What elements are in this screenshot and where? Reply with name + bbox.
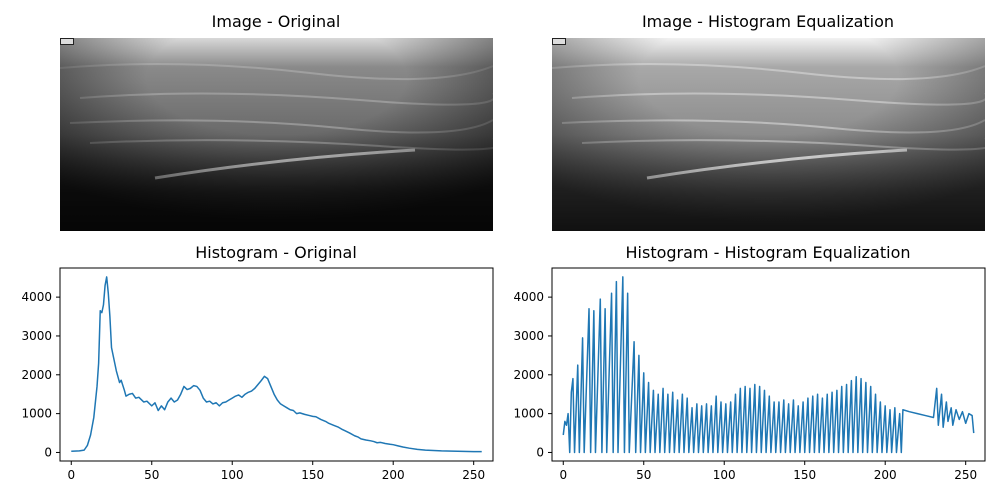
histogram-equalized-chart: 0 50 100 150 200 250 0 1000 2000 3000 4000 <box>513 267 986 482</box>
x-tick-label: 200 <box>382 468 405 482</box>
x-tick-label: 250 <box>954 468 977 482</box>
ultrasound-original-svg <box>60 38 493 231</box>
y-tick-label: 3000 <box>513 329 544 343</box>
x-tick-label: 200 <box>874 468 897 482</box>
title-image-equalized: Image - Histogram Equalization <box>641 12 895 31</box>
ultrasound-equalized-svg <box>552 38 985 231</box>
title-hist-equalized: Histogram - Histogram Equalization <box>625 243 911 262</box>
y-tick-label: 2000 <box>21 368 52 382</box>
title-hist-original: Histogram - Original <box>195 243 357 262</box>
x-tick-label: 0 <box>67 468 75 482</box>
series-line <box>562 276 975 454</box>
series-line <box>71 276 482 453</box>
title-image-original: Image - Original <box>211 12 341 31</box>
ultrasound-image-equalized <box>552 38 985 231</box>
y-tick-label: 3000 <box>21 329 52 343</box>
y-tick-label: 2000 <box>513 368 544 382</box>
histogram-original-chart: 0 50 100 150 200 250 0 1000 2000 3000 4000 <box>21 267 494 482</box>
x-tick-label: 150 <box>793 468 816 482</box>
y-tick-label: 4000 <box>513 290 544 304</box>
corner-marker-icon <box>552 38 566 45</box>
x-tick-label: 0 <box>559 468 567 482</box>
y-tick-label: 1000 <box>21 407 52 421</box>
y-tick-label: 4000 <box>21 290 52 304</box>
y-tick-label: 0 <box>44 445 52 459</box>
x-tick-label: 150 <box>301 468 324 482</box>
axes-frame <box>551 267 986 462</box>
ultrasound-image-original <box>60 38 493 231</box>
x-tick-label: 100 <box>221 468 244 482</box>
x-tick-label: 250 <box>462 468 485 482</box>
axes-frame <box>59 267 494 462</box>
y-tick-label: 0 <box>536 445 544 459</box>
x-tick-label: 50 <box>636 468 651 482</box>
x-tick-label: 100 <box>713 468 736 482</box>
y-tick-label: 1000 <box>513 407 544 421</box>
corner-marker-icon <box>60 38 74 45</box>
x-tick-label: 50 <box>144 468 159 482</box>
